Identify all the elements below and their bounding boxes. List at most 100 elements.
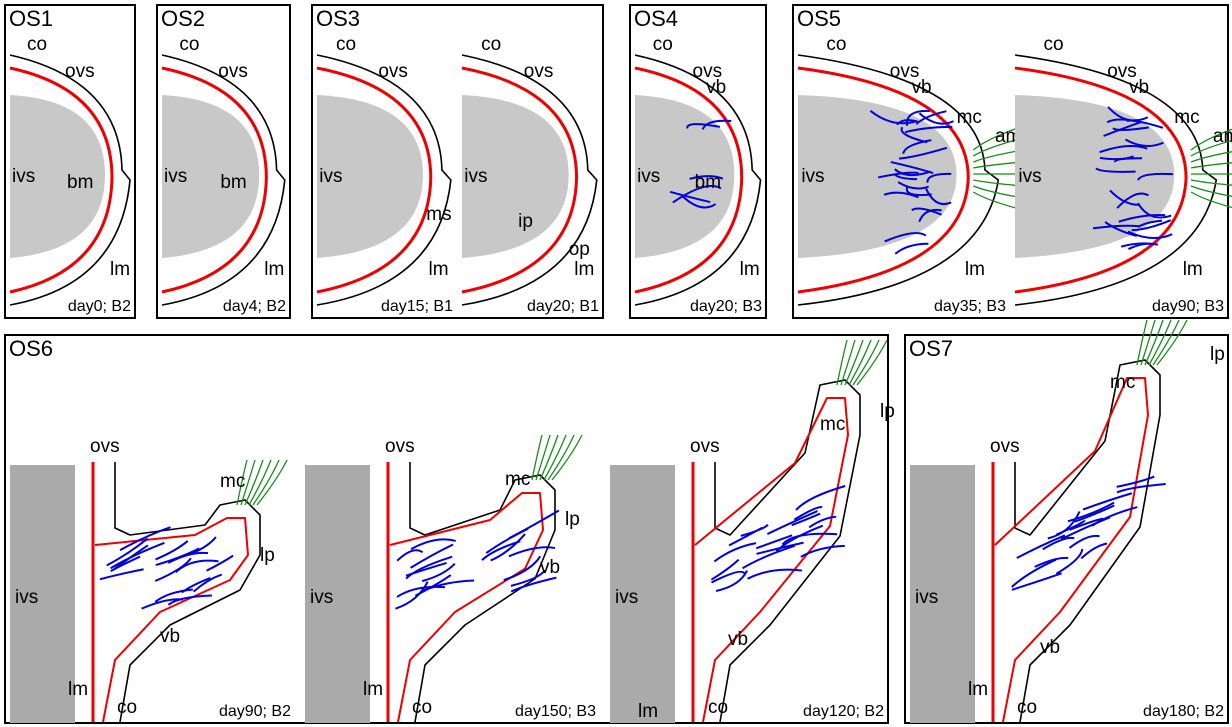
caption: day20; B3: [690, 298, 762, 315]
label: vb: [540, 557, 560, 578]
panel-title: OS6: [9, 336, 53, 361]
vessel: [869, 110, 916, 125]
lymph: [256, 459, 288, 506]
label: co: [336, 34, 356, 55]
vessel: [710, 558, 740, 581]
lymph: [240, 459, 256, 506]
vessel: [106, 537, 149, 567]
vessel: [405, 561, 447, 577]
outer-membrane: [1014, 54, 1218, 306]
inner-space: [305, 465, 370, 723]
label: bm: [67, 172, 93, 193]
vessel: [1118, 213, 1166, 223]
label: ovs: [65, 61, 95, 82]
vessel: [112, 544, 149, 571]
diagram: coovsvbmcamivslplmday35; B3: [797, 34, 1050, 315]
outer-membrane: [797, 54, 1000, 306]
caption: day20; B1: [527, 298, 599, 315]
label: lm: [429, 259, 449, 280]
diagram: coovsvbmcamivslplmday90; B3: [1014, 34, 1232, 315]
lymph: [1140, 319, 1156, 366]
vessel: [395, 581, 429, 610]
lymph: [852, 339, 880, 386]
vessel: [1016, 534, 1066, 559]
basement-membrane: [694, 397, 849, 723]
caption: day90; B2: [219, 703, 291, 720]
vessel: [167, 594, 212, 606]
label: lp: [880, 401, 895, 422]
vessel: [396, 585, 446, 598]
inner-space: [798, 95, 957, 258]
label: lp: [565, 509, 580, 530]
vessel: [902, 139, 932, 155]
outer-membrane: [9, 54, 131, 306]
label: am: [1213, 126, 1232, 147]
vessel: [190, 536, 217, 555]
label: co: [117, 697, 137, 718]
basement-membrane: [1014, 66, 1188, 294]
lymph: [236, 459, 248, 506]
label: co: [826, 34, 846, 55]
panel-frame: [629, 4, 767, 319]
outer-membrane: [114, 462, 261, 723]
vessel: [1099, 144, 1148, 154]
basement-membrane: [994, 377, 1149, 723]
caption: day120; B2: [803, 703, 884, 720]
label: vb: [912, 77, 932, 98]
vessel: [154, 557, 192, 582]
vessel: [1095, 167, 1136, 173]
label: vb: [160, 626, 180, 647]
vessel: [1055, 548, 1084, 575]
vessel: [154, 588, 193, 603]
vessel: [897, 181, 930, 190]
vessel: [167, 551, 209, 564]
vessel: [713, 542, 757, 563]
vessel: [1124, 138, 1164, 147]
basement-membrane: [316, 66, 433, 294]
vessel: [898, 146, 948, 160]
vessel: [192, 573, 223, 593]
label: co: [412, 697, 432, 718]
label: bm: [695, 172, 721, 193]
label: ovs: [693, 61, 723, 82]
lymph: [856, 339, 888, 386]
vessel: [904, 125, 953, 134]
label: mc: [1110, 372, 1135, 393]
panel-title: OS4: [634, 6, 678, 31]
lymph: [1190, 139, 1232, 157]
label: vb: [728, 629, 748, 650]
label: lp: [1210, 344, 1225, 365]
diagram: co ovs ivs ms lm day15; B1: [316, 34, 453, 315]
panel-title: OS2: [161, 6, 205, 31]
vessel: [918, 112, 954, 125]
lymph: [1190, 179, 1232, 186]
label: lm: [1183, 259, 1203, 280]
lymph: [535, 434, 551, 481]
lymph: [1190, 191, 1232, 209]
panel-title: OS7: [909, 336, 953, 361]
vessel: [1082, 492, 1133, 511]
vessel: [1116, 192, 1149, 209]
basement-membrane: [9, 66, 114, 294]
vessel: [510, 576, 557, 593]
label: lp: [260, 545, 275, 566]
vessel: [1047, 511, 1081, 540]
lymph: [551, 434, 583, 481]
inner-space: [317, 95, 423, 258]
lymph: [848, 339, 872, 386]
vessel: [1104, 221, 1138, 237]
outer-membrane: [161, 54, 286, 306]
label: ovs: [990, 436, 1020, 457]
label: lm: [968, 679, 988, 700]
outer-membrane: [316, 54, 452, 306]
inner-space: [462, 95, 569, 258]
diagram: lp mc ovs ivs vb lm co day180; B2: [910, 319, 1225, 723]
label: mc: [957, 107, 982, 128]
vessel: [1120, 242, 1159, 248]
vessel: [1137, 202, 1172, 219]
vessel: [742, 544, 796, 570]
